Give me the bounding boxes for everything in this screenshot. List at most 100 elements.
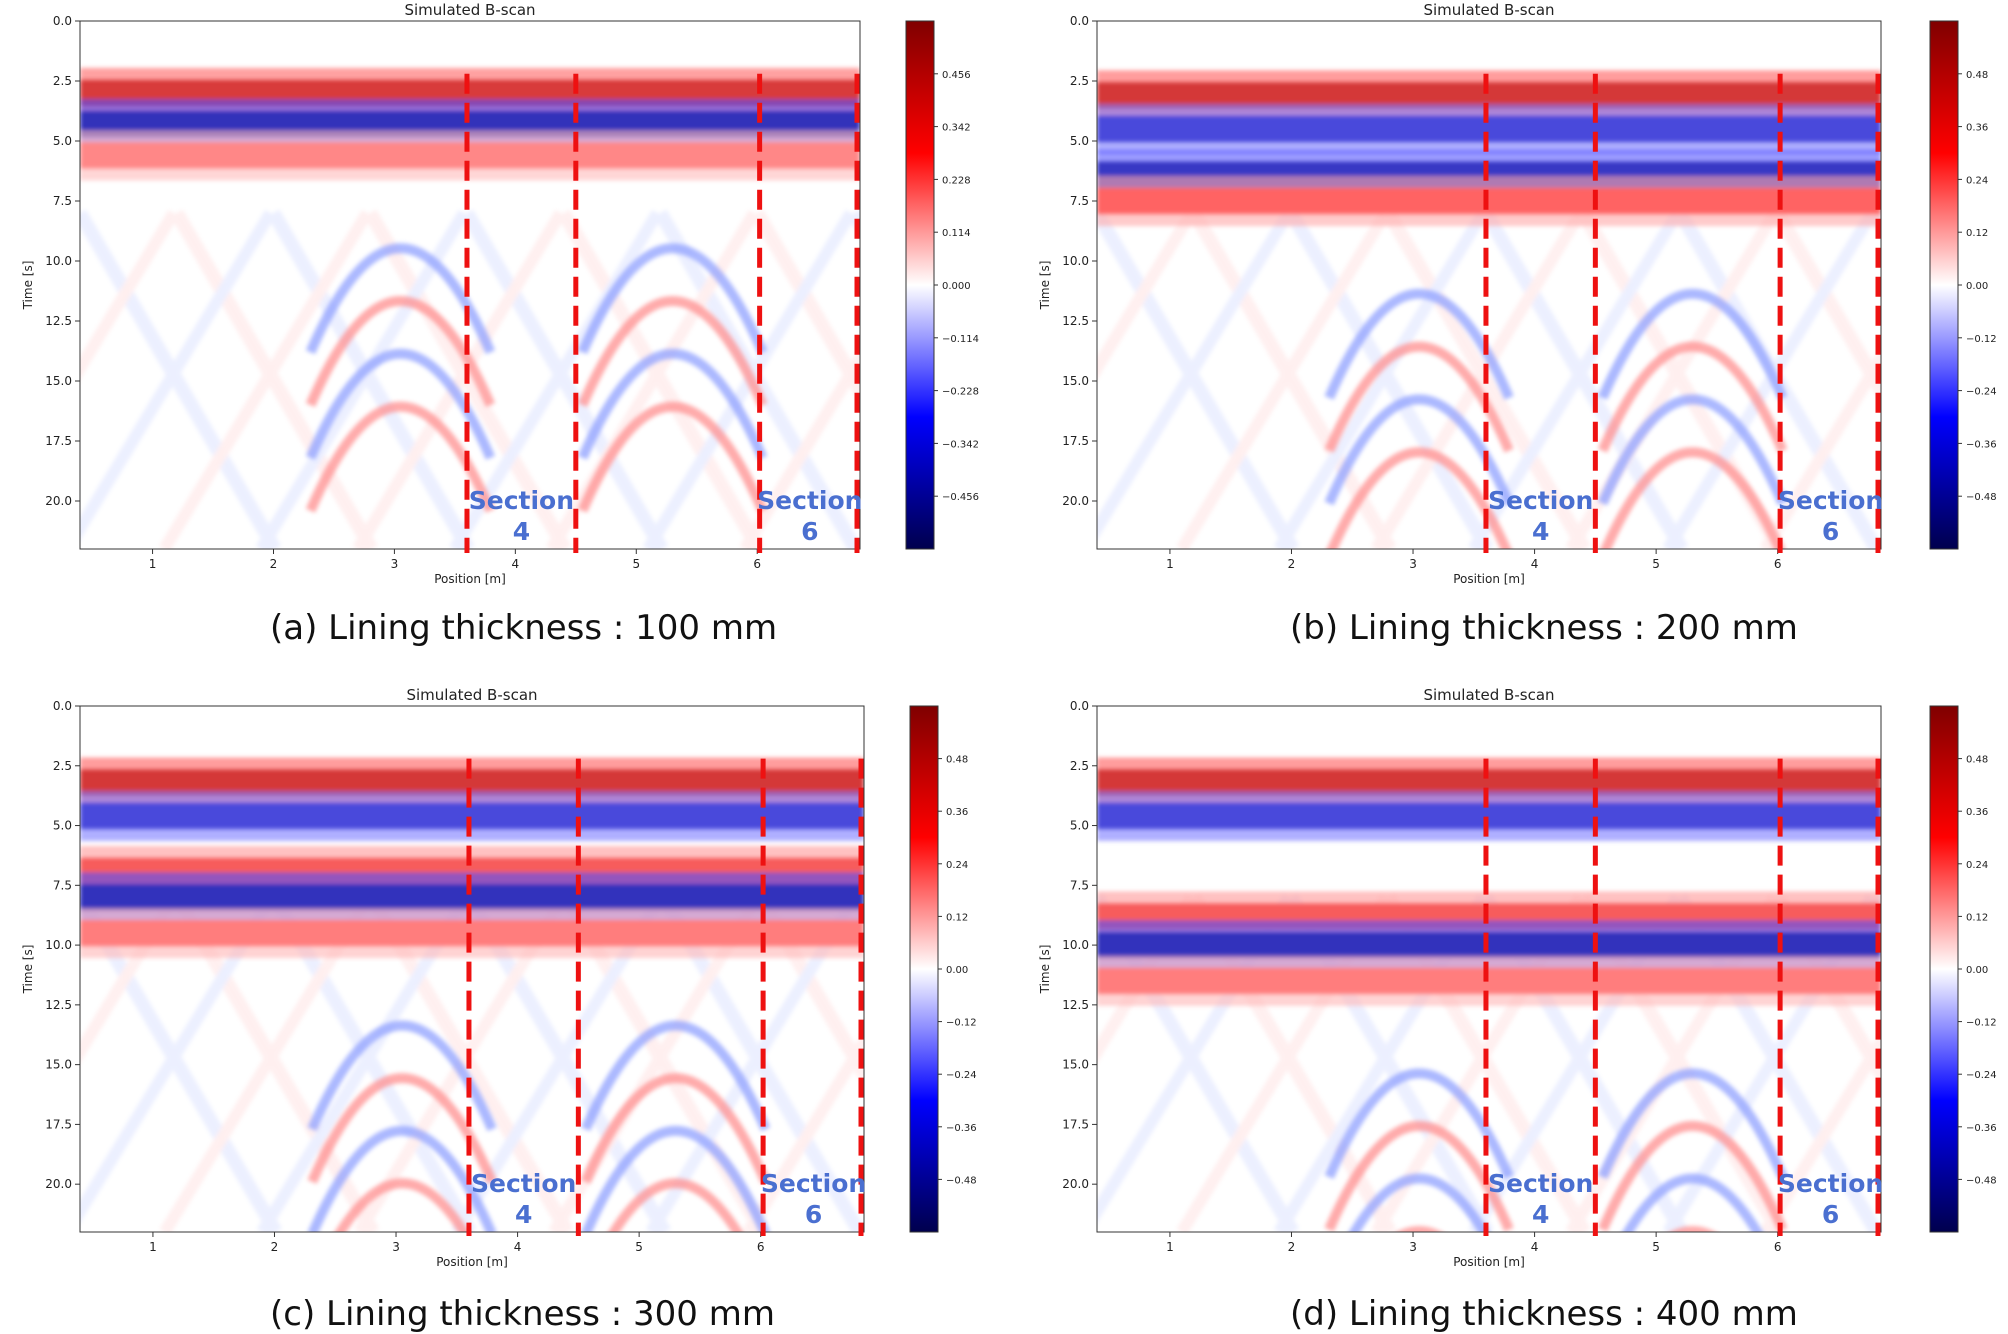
colorbar-tick-label: 0.48 — [946, 755, 968, 766]
y-tick-label: 7.5 — [53, 194, 72, 208]
colorbar-tick-label: −0.456 — [942, 492, 979, 503]
section-annotation-title: Section — [1778, 1169, 1883, 1198]
y-tick-label: 15.0 — [1062, 1058, 1089, 1072]
section-annotation-title: Section — [1488, 1169, 1593, 1198]
colorbar-tick-label: −0.12 — [1966, 1018, 1997, 1029]
y-tick-label: 5.0 — [53, 134, 72, 148]
diffraction-arc — [1670, 1226, 1715, 1232]
diffraction-arc — [1598, 394, 1788, 506]
colorbar-tick-label: 0.000 — [942, 281, 971, 292]
colorbar-tick-label: 0.24 — [946, 860, 968, 871]
x-tick-label: 3 — [392, 1240, 400, 1254]
diffraction-arc — [1324, 1068, 1514, 1180]
diffraction-arc — [1326, 447, 1512, 549]
section-annotation-number: 6 — [1822, 1200, 1839, 1229]
diffraction-arc — [577, 243, 768, 355]
panel-a: Simulated B-scan 0.0 2.5 5.0 7.5 10.0 12.5 15.0… — [21, 1, 979, 586]
reflection-bands — [1097, 70, 1881, 227]
y-tick-label: 0.0 — [53, 14, 72, 28]
y-tick-label: 10.0 — [1062, 254, 1089, 268]
colorbar-tick-label: −0.342 — [942, 439, 979, 450]
x-tick-label: 2 — [1288, 1240, 1296, 1254]
y-axis-label: Time [s] — [21, 945, 35, 995]
y-axis-label: Time [s] — [21, 261, 35, 311]
y-tick-label: 15.0 — [45, 1058, 72, 1072]
colorbar-tick-label: 0.228 — [942, 175, 971, 186]
colorbar-tick-label: −0.48 — [1966, 492, 1997, 503]
y-tick-label: 2.5 — [53, 759, 72, 773]
colorbar-tick-label: 0.12 — [946, 912, 968, 923]
y-tick-label: 7.5 — [1070, 878, 1089, 892]
y-tick-label: 20.0 — [45, 494, 72, 508]
y-tick-label: 0.0 — [1070, 699, 1089, 713]
y-tick-label: 10.0 — [45, 254, 72, 268]
section-annotation-number: 6 — [801, 517, 818, 546]
chart-title: Simulated B-scan — [1423, 686, 1554, 704]
colorbar-tick-label: −0.48 — [1966, 1175, 1997, 1186]
x-axis-label: Position [m] — [436, 1255, 508, 1269]
colorbar-tick-label: 0.36 — [946, 807, 968, 818]
caption-a: (a) Lining thickness : 100 mm — [270, 608, 778, 648]
colorbar-tick-label: 0.00 — [946, 965, 968, 976]
y-tick-label: 17.5 — [1062, 1117, 1089, 1131]
x-tick-label: 5 — [632, 557, 640, 571]
diffraction-arc — [1622, 1173, 1763, 1232]
x-tick-label: 5 — [1652, 1240, 1660, 1254]
y-tick-label: 10.0 — [1062, 938, 1089, 952]
colorbar-tick-label: −0.12 — [946, 1018, 977, 1029]
x-tick-label: 1 — [1166, 557, 1174, 571]
x-tick-label: 2 — [271, 1240, 279, 1254]
colorbar-tick-label: 0.00 — [1966, 281, 1988, 292]
reflection-halo — [80, 130, 860, 181]
x-tick-label: 1 — [149, 1240, 157, 1254]
y-tick-label: 2.5 — [1070, 74, 1089, 88]
x-tick-label: 6 — [1774, 557, 1782, 571]
colorbar-tick-label: 0.24 — [1966, 860, 1988, 871]
y-tick-label: 20.0 — [1062, 1177, 1089, 1191]
x-axis-label: Position [m] — [1453, 572, 1525, 586]
colorbar-tick-label: 0.12 — [1966, 912, 1988, 923]
section-annotation-number: 6 — [1822, 517, 1839, 546]
colorbar-tick-label: −0.114 — [942, 334, 979, 345]
heatmap-field — [80, 67, 860, 549]
diffraction-arc — [581, 1073, 771, 1184]
diffraction-arc — [334, 1178, 470, 1232]
diffraction-arc — [608, 1178, 744, 1232]
section-annotation-title: Section — [1488, 486, 1593, 515]
y-tick-label: 20.0 — [1062, 494, 1089, 508]
diffraction-arc — [577, 348, 768, 460]
diffraction-arc — [307, 1073, 497, 1184]
x-tick-label: 3 — [1409, 1240, 1417, 1254]
x-tick-label: 6 — [1774, 1240, 1782, 1254]
diffraction-arc — [581, 1125, 771, 1232]
diffraction-arc — [1598, 1120, 1788, 1232]
y-tick-label: 12.5 — [1062, 314, 1089, 328]
colorbar-tick-label: −0.48 — [946, 1175, 977, 1186]
colorbar-tick-label: 0.12 — [1966, 228, 1988, 239]
colorbar-tick-label: 0.114 — [942, 228, 971, 239]
y-tick-label: 17.5 — [45, 1117, 72, 1131]
section-annotation-title: Section — [471, 1169, 576, 1198]
colorbar-tick-label: −0.12 — [1966, 334, 1997, 345]
section-annotation-number: 4 — [513, 517, 530, 546]
diffraction-arc — [1396, 1226, 1442, 1232]
y-tick-label: 10.0 — [45, 938, 72, 952]
heatmap-field — [80, 757, 864, 1232]
reflection-halo — [80, 908, 864, 959]
x-axis-label: Position [m] — [434, 572, 506, 586]
x-tick-label: 4 — [514, 1240, 522, 1254]
y-tick-label: 5.0 — [1070, 134, 1089, 148]
x-tick-label: 4 — [1531, 1240, 1539, 1254]
diffraction-arc — [305, 296, 496, 407]
y-tick-label: 5.0 — [1070, 819, 1089, 833]
colorbar — [1929, 20, 1959, 550]
panel-c: Simulated B-scan 0.0 2.5 5.0 7.5 10.0 12.5 15.0… — [21, 686, 977, 1269]
colorbar — [1929, 705, 1959, 1233]
heatmap-field — [1097, 70, 1881, 549]
reflection-bands — [1097, 757, 1881, 1006]
diffraction-arc — [307, 1125, 497, 1232]
section-annotation-title: Section — [757, 486, 862, 515]
reflection-halo — [80, 790, 864, 841]
